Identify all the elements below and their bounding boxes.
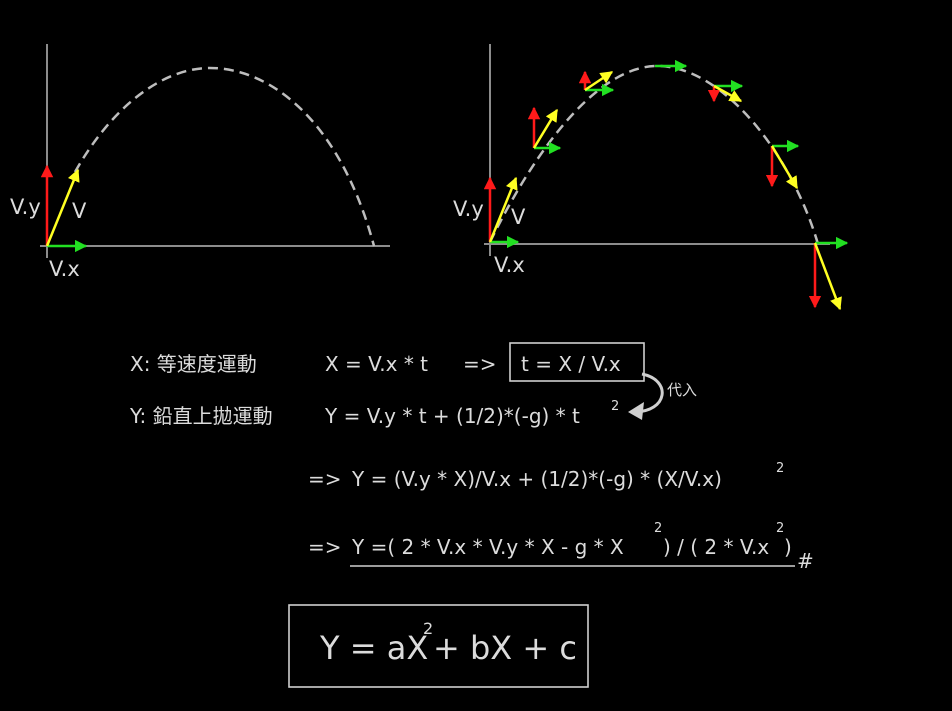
left-label-v: V [72, 199, 87, 223]
equations: X: 等速度運動 X = V.x * t => t = X / V.x 代入 Y… [129, 342, 814, 688]
substitute-label: 代入 [667, 381, 697, 399]
step2-implies-arrow: => [308, 535, 342, 559]
velocity-v-arrow [584, 70, 614, 92]
right-diagram: V.y V V.x [453, 44, 849, 311]
left-diagram: V.y V V.x [10, 44, 390, 281]
step1-equation: Y = (V.y * X)/V.x + (1/2)*(-g) * (X/V.x) [351, 467, 722, 491]
left-label-vy: V.y [10, 195, 41, 219]
final-equation-part-b: + bX + c [433, 629, 577, 667]
final-equation-part-a: Y = aX [319, 629, 428, 667]
left-v-arrow [45, 168, 80, 247]
substitute-arrowhead [628, 402, 644, 420]
step2-equation-part-c: ) [784, 535, 792, 559]
step1-exponent: 2 [776, 461, 784, 476]
x-equation: X = V.x * t [325, 352, 428, 376]
step2-exponent-1: 2 [654, 521, 662, 536]
left-label-vx: V.x [49, 257, 80, 281]
final-equation-exponent: 2 [423, 619, 433, 638]
y-equation: Y = V.y * t + (1/2)*(-g) * t [324, 404, 580, 428]
right-trajectory-curve [488, 64, 820, 245]
velocity-v-arrow [713, 84, 743, 103]
y-motion-label: Y: 鉛直上拋運動 [129, 404, 273, 428]
right-v-arrow [488, 176, 518, 243]
x-implies-arrow: => [463, 352, 497, 376]
velocity-v-arrow [770, 145, 799, 190]
y-equation-exponent: 2 [611, 399, 619, 414]
step2-equation-part-a: Y =( 2 * V.x * V.y * X - g * X [351, 535, 624, 559]
t-boxed-equation: t = X / V.x [521, 352, 621, 376]
x-motion-label: X: 等速度運動 [130, 352, 257, 376]
step2-equation-part-b: ) / ( 2 * V.x [663, 535, 769, 559]
right-label-vx: V.x [494, 253, 525, 277]
step1-implies-arrow: => [308, 467, 342, 491]
substitute-curved-arrow [633, 372, 664, 414]
velocity-v-arrow [813, 242, 842, 311]
right-label-v: V [511, 205, 526, 229]
left-trajectory-curve [73, 66, 376, 247]
velocity-v-arrow [532, 108, 559, 149]
right-label-vy: V.y [453, 197, 484, 221]
final-equation-frame [288, 604, 589, 688]
step2-end-mark: # [797, 549, 814, 573]
t-boxed-frame [509, 342, 645, 382]
step2-exponent-2: 2 [776, 521, 784, 536]
